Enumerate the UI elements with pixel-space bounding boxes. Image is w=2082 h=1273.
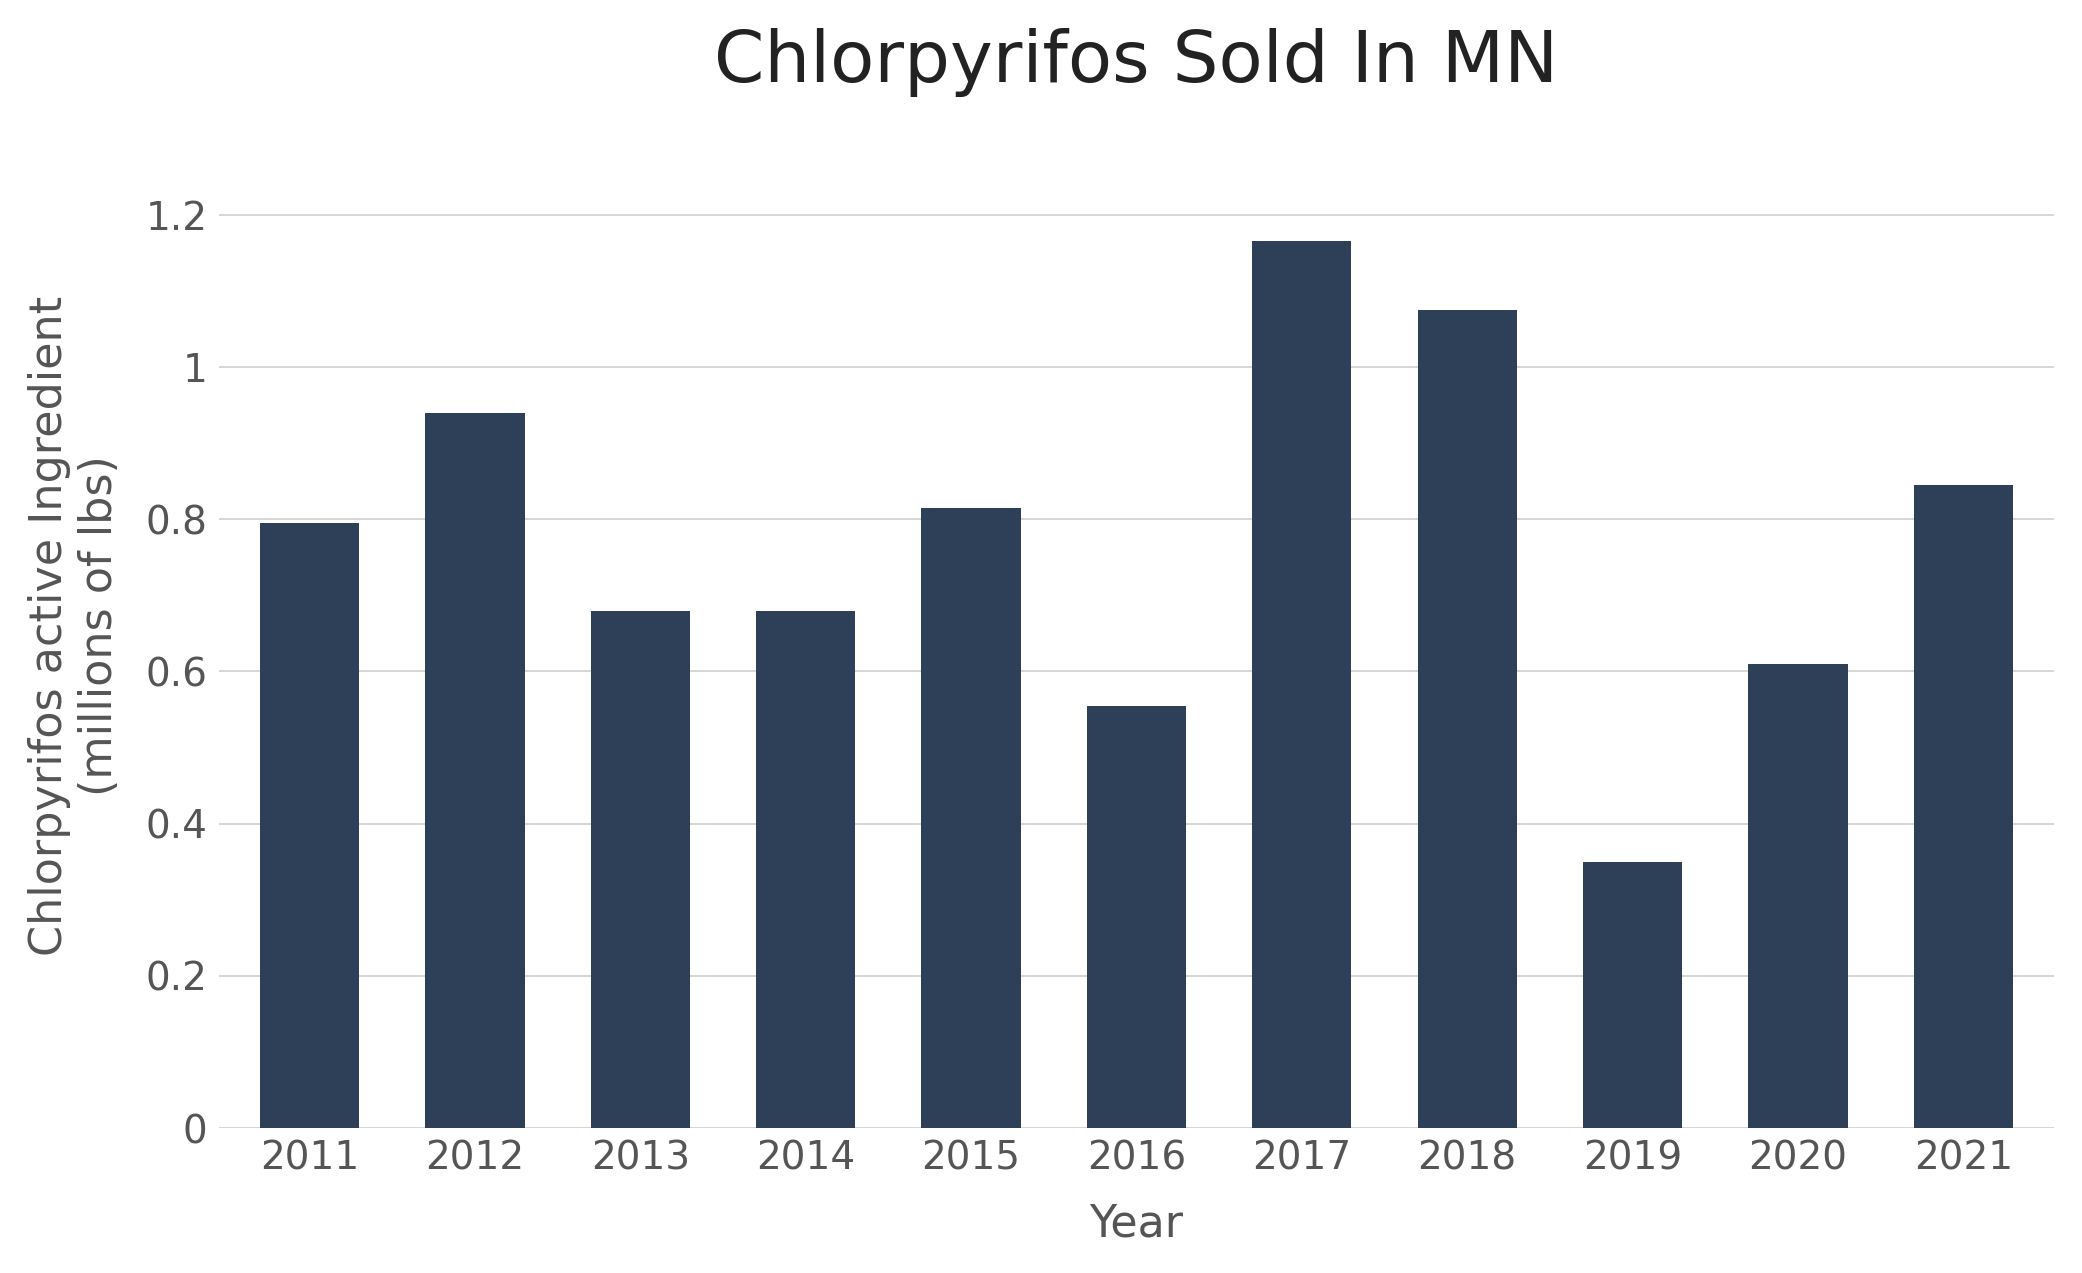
Bar xyxy=(1087,705,1187,1128)
Bar xyxy=(756,611,856,1128)
Bar xyxy=(1418,309,1518,1128)
Bar xyxy=(1913,485,2013,1128)
Bar xyxy=(1251,242,1351,1128)
X-axis label: Year: Year xyxy=(1089,1202,1183,1245)
Y-axis label: Chlorpyrifos active Ingredient
(millions of lbs): Chlorpyrifos active Ingredient (millions… xyxy=(27,295,121,956)
Bar xyxy=(591,611,689,1128)
Bar xyxy=(1582,862,1682,1128)
Bar xyxy=(260,523,360,1128)
Bar xyxy=(922,508,1020,1128)
Bar xyxy=(425,412,525,1128)
Bar xyxy=(1749,663,1847,1128)
Title: Chlorpyrifos Sold In MN: Chlorpyrifos Sold In MN xyxy=(714,28,1559,97)
